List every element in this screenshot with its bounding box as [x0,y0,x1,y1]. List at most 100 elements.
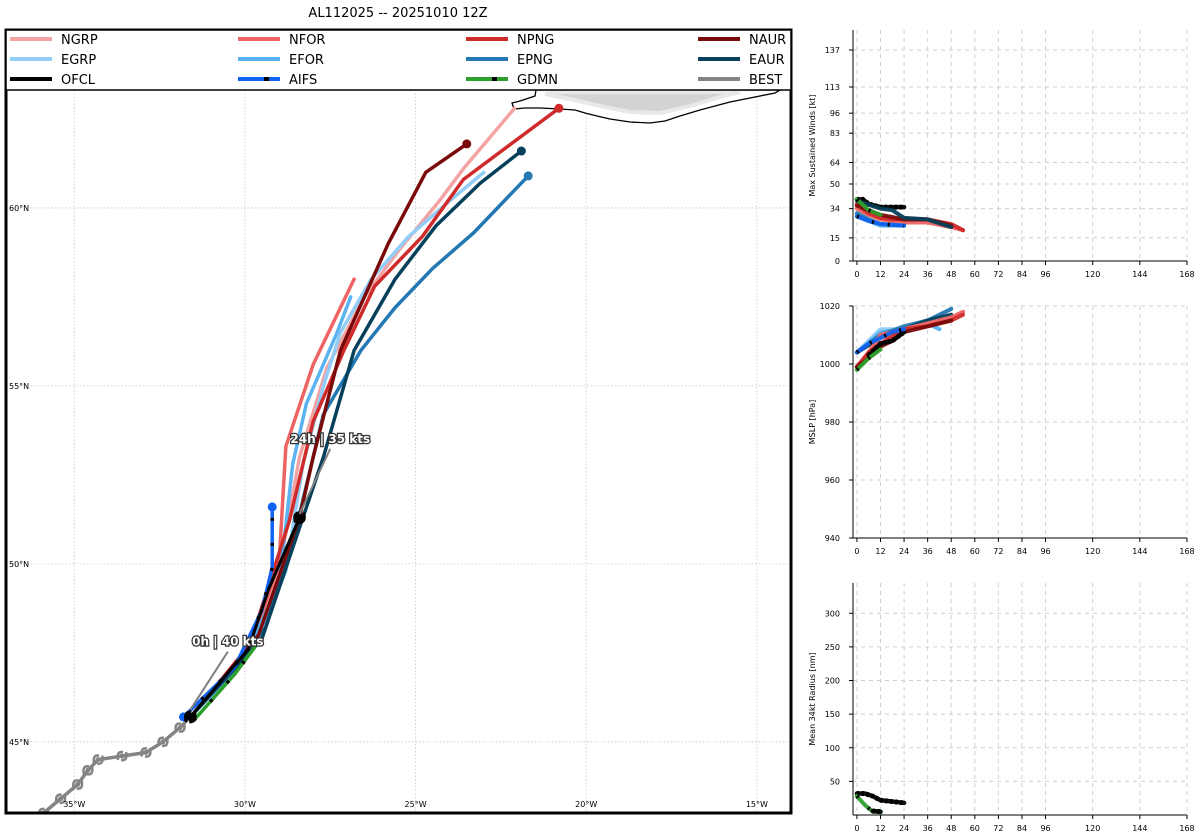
best-track-storm-symbol [92,754,104,765]
best-track-storm-symbol [140,747,152,758]
x-tick-label: 36 [923,547,933,556]
best-track-point [177,725,183,731]
y-tick-label: 980 [825,418,840,427]
lon-tick-label: 30°W [234,800,256,809]
y-tick-label: 64 [830,158,840,167]
best-track-storm-symbol [54,793,67,805]
best-track-point [95,757,101,763]
legend-label: EAUR [749,53,785,68]
best-track-storm-symbol [82,764,94,776]
y-axis-label: Mean 34kt Radius [nm] [808,652,817,745]
x-tick-label: 84 [1017,547,1027,556]
best-track-storm-symbol [157,736,169,748]
x-tick-label: 72 [993,547,1003,556]
ofcl-storm-symbol [183,710,197,724]
y-axis-label: Max Sustained Winds [kt] [808,94,817,196]
best-track-point [75,782,81,788]
x-tick-label: 168 [1179,270,1194,279]
map-gridlines [6,30,791,813]
x-tick-label: 48 [946,547,956,556]
naur-track-endpoint [462,139,472,149]
annotation-label: 24h | 35 kts [290,432,370,446]
legend-item-best: BEST [698,73,782,88]
npng-track-endpoint [554,103,564,113]
lat-tick-label: 55°N [9,382,29,391]
ofcl-forecast-point [186,712,195,721]
y-tick-label: 50 [830,777,840,786]
map-frame [4,28,793,815]
x-tick-label: 36 [923,270,933,279]
y-tick-label: 113 [825,83,840,92]
y-tick-label: 300 [825,609,840,618]
x-tick-label: 120 [1085,547,1100,556]
naur-track-line [191,142,469,716]
track-annotations: 0h | 40 kts 24h | 35 kts [189,431,371,711]
best-track-storm-symbol [37,807,50,813]
legend-label: BEST [749,73,782,88]
y-tick-label: 1020 [820,302,840,311]
y-tick-label: 1000 [820,360,840,369]
x-tick-label: 0 [854,270,859,279]
lat-tick-label: 45°N [9,738,29,747]
lat-tick-label: 60°N [9,204,29,213]
x-tick-label: 60 [970,270,980,279]
ofcl-track-line [188,516,302,719]
best-track-point [143,749,149,755]
gdmn-series-dash [855,347,882,372]
annotation-leader [189,651,229,711]
map-tick-labels: 35°W 30°W 25°W 20°W 15°W 45°N 50°N 55°N 60°N [9,204,768,809]
x-tick-label: 168 [1179,824,1194,833]
aifs-series-line [854,327,907,355]
x-tick-label: 168 [1179,547,1194,556]
y-tick-label: 250 [825,643,840,652]
best-track-storm-symbol [116,750,128,762]
lat-tick-label: 50°N [9,560,29,569]
legend-item-npng: NPNG [466,33,554,48]
y-tick-label: 940 [825,534,840,543]
y-tick-label: 15 [830,234,840,243]
legend-label: EPNG [517,53,553,68]
x-tick-label: 0 [854,547,859,556]
y-tick-label: 83 [830,129,840,138]
legend-item-aifs: AIFS [238,73,317,88]
legend-label: NGRP [61,33,98,48]
x-tick-label: 12 [875,270,885,279]
y-tick-label: 96 [830,109,840,118]
x-tick-label: 144 [1132,824,1147,833]
legend-label: EFOR [289,53,324,68]
x-tick-label: 120 [1085,270,1100,279]
best-track-storm-symbol [71,779,84,790]
x-tick-label: 96 [1040,270,1050,279]
x-tick-label: 12 [875,824,885,833]
x-tick-label: 12 [875,547,885,556]
annotation-leader [298,448,332,515]
radius-panel: 0 12 24 36 48 60 72 84 96 120 144 168 50 100 150 200 250… [808,583,1195,833]
ofcl-series-dots [856,790,905,806]
legend-item-nfor: NFOR [238,33,325,48]
best-track-storm-symbol [174,722,186,733]
aifs-series-line [854,214,907,228]
best-track-point [85,767,91,773]
legend-item-ngrp: NGRP [10,33,98,48]
x-tick-label: 144 [1132,270,1147,279]
eaur-series-line [854,198,954,230]
best-track-point [119,753,125,759]
y-tick-label: 50 [830,180,840,189]
x-tick-label: 48 [946,270,956,279]
legend-label: EGRP [61,53,96,68]
x-tick-label: 84 [1017,824,1027,833]
legend-label: NAUR [749,33,786,48]
aifs-track-endpoint [267,502,277,512]
legend-label: NPNG [517,33,554,48]
best-track-point [160,739,166,745]
gdmn-series-line [854,197,883,217]
x-tick-label: 72 [993,270,1003,279]
legend-label: GDMN [517,73,558,88]
x-tick-label: 48 [946,824,956,833]
legend-item-eaur: EAUR [698,53,785,68]
x-tick-label: 36 [923,824,933,833]
x-tick-label: 72 [993,824,1003,833]
y-tick-label: 100 [825,744,840,753]
annotation-label: 0h | 40 kts [192,635,263,649]
